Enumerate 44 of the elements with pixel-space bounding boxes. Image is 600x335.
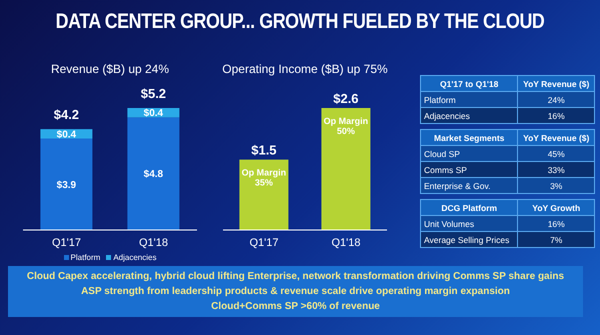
text: 3% xyxy=(518,178,594,194)
legend-label: Platform xyxy=(70,253,100,262)
data-label: $3.9 xyxy=(56,180,77,191)
text: Cloud Capex accelerating, hybrid cloud lifting Enterprise, network transformation driving Comms SP share gains xyxy=(26,270,566,284)
x-tick-label: Q1'17 xyxy=(52,236,82,249)
text: Q1'17 to Q1'18 xyxy=(420,76,518,92)
text: Adjacencies xyxy=(420,108,518,124)
x-tick-label: Q1'18 xyxy=(331,236,361,249)
data-label: $2.6 xyxy=(333,91,359,106)
text: Comms SP xyxy=(420,162,518,178)
chart-subtitle: Operating Income ($B) up 75% xyxy=(221,62,389,78)
text: Average Selling Prices xyxy=(420,232,518,248)
text: DCG Platform xyxy=(420,200,518,216)
text: YoY Revenue ($) xyxy=(518,76,594,92)
text: YoY Growth xyxy=(518,200,594,216)
bar xyxy=(40,138,92,230)
text: 33% xyxy=(518,162,594,178)
total-label: $5.2 xyxy=(140,86,166,101)
text: 45% xyxy=(518,146,594,162)
data-label: $0.4 xyxy=(56,129,77,140)
data-label: $1.5 xyxy=(251,142,277,158)
data-label: $0.4 xyxy=(144,108,164,120)
x-tick-label: Q1'18 xyxy=(138,236,168,249)
text: Cloud SP xyxy=(420,146,518,162)
legend-label: Adjacencies xyxy=(113,253,156,262)
text: Unit Volumes xyxy=(420,216,518,232)
text: Platform xyxy=(420,92,518,108)
chart-subtitle: Revenue ($B) up 24% xyxy=(50,62,170,78)
data-label: $4.8 xyxy=(144,169,164,180)
text: 7% xyxy=(518,232,594,248)
total-label: $4.2 xyxy=(54,107,80,122)
text: Market Segments xyxy=(420,130,518,146)
annotation: Op Margin 35% xyxy=(242,168,286,188)
text: 24% xyxy=(518,92,594,108)
x-tick-label: Q1'17 xyxy=(249,236,279,249)
text: ASP strength from leadership products & revenue scale drive operating margin expansion xyxy=(80,285,511,299)
text: 16% xyxy=(518,216,594,232)
text: Enterprise & Gov. xyxy=(420,178,518,194)
text: 16% xyxy=(518,108,594,124)
annotation: Op Margin 50% xyxy=(324,116,368,136)
text: YoY Revenue ($) xyxy=(518,130,594,146)
bar xyxy=(127,117,180,230)
text: DATA CENTER GROUP... GROWTH FUELED BY THE CLOUD xyxy=(54,10,546,34)
text: Cloud+Comms SP >60% of revenue xyxy=(210,300,381,314)
